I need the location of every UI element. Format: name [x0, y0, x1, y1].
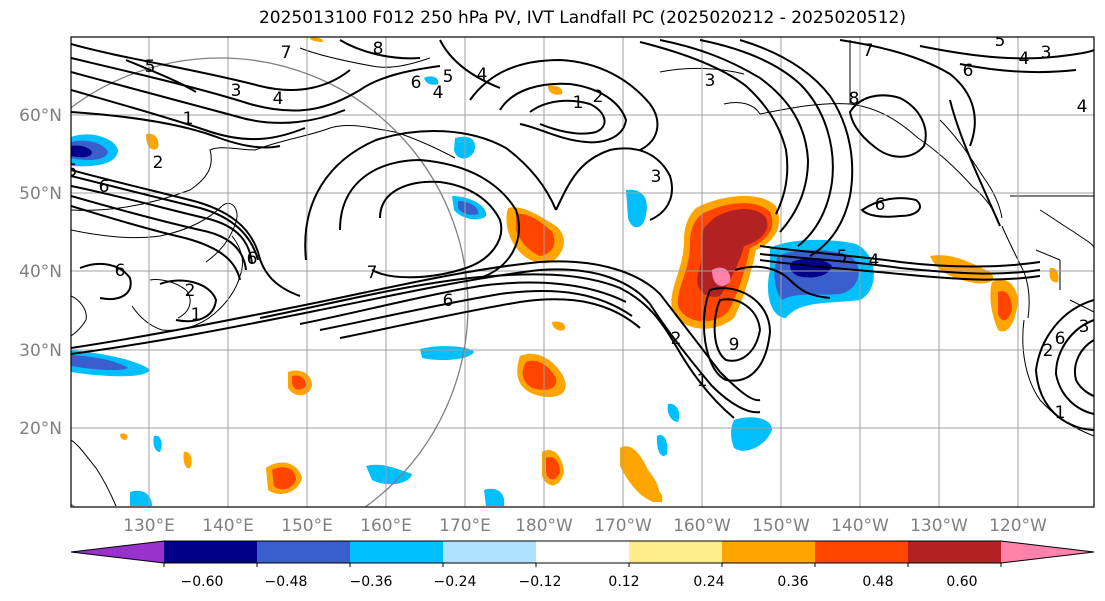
lon-label: 170°E: [439, 516, 491, 536]
latitude-labels: 60°N 50°N 40°N 30°N 20°N: [19, 106, 62, 439]
lat-label: 40°N: [19, 262, 62, 282]
contour-label: 6: [115, 261, 126, 281]
lon-label: 140°E: [202, 516, 254, 536]
region-circle: [71, 57, 469, 507]
contour-labels: 5 3 4 1 2 6 5 8 5 6 4 4 3 2 1 7 5 4 3 6 …: [67, 31, 1090, 423]
positive-anomaly-shading: [120, 37, 1059, 502]
lon-label: 160°E: [360, 516, 412, 536]
contour-label: 1: [573, 93, 584, 113]
contour-label: 6: [411, 73, 422, 93]
colorbar-tick-label: 0.36: [777, 574, 808, 590]
lon-label: 120°W: [989, 516, 1047, 536]
colorbar-segment: [908, 541, 1001, 563]
map-plot-area: 5 3 4 1 2 6 5 8 5 6 4 4 3 2 1 7 5 4 3 6 …: [67, 31, 1094, 507]
contour-label: 7: [367, 263, 378, 283]
contour-label: 6: [963, 61, 974, 81]
colorbar-tick-label: 0.48: [862, 574, 893, 590]
contour-label: 2: [185, 281, 196, 301]
colorbar-segment: [164, 541, 257, 563]
contour-label: 5: [145, 57, 156, 77]
contour-label: 6: [247, 249, 258, 269]
colorbar-tick-label: −0.36: [350, 574, 393, 590]
colorbar-tick-label: 0.60: [946, 574, 977, 590]
contour-label: 1: [1055, 403, 1066, 423]
contour-label: 6: [875, 195, 886, 215]
colorbar-segment: [629, 541, 722, 563]
contour-label: 6: [443, 291, 454, 311]
map-frame: [70, 36, 1095, 508]
colorbar-segment: [536, 541, 629, 563]
contour-label: 5: [443, 67, 454, 87]
colorbar-tick-labels: −0.60 −0.48 −0.36 −0.24 −0.12 0.12 0.24 …: [181, 574, 978, 590]
lon-label: 130°W: [910, 516, 968, 536]
colorbar-tick-label: −0.24: [434, 574, 477, 590]
colorbar-tick-label: 0.24: [693, 574, 724, 590]
lat-label: 60°N: [19, 106, 62, 126]
contour-label: 1: [697, 371, 708, 391]
contour-label: 2: [593, 87, 604, 107]
map-title: 2025013100 F012 250 hPa PV, IVT Landfall…: [258, 8, 906, 28]
lat-label: 20°N: [19, 419, 62, 439]
contour-label: 4: [1077, 97, 1088, 117]
lon-label: 150°E: [281, 516, 333, 536]
colorbar-tick-label: −0.60: [181, 574, 224, 590]
longitude-labels: 130°E 140°E 150°E 160°E 170°E 180°W 170°…: [123, 516, 1047, 536]
lon-label: 150°W: [752, 516, 810, 536]
contour-label: 3: [1079, 317, 1090, 337]
contour-label: 2: [153, 153, 164, 173]
lon-label: 130°E: [123, 516, 175, 536]
lon-label: 140°W: [831, 516, 889, 536]
contour-label: 5: [995, 31, 1006, 51]
contour-label: 4: [1019, 49, 1030, 69]
colorbar-tick-label: −0.48: [265, 574, 308, 590]
contour-label: 6: [99, 177, 110, 197]
contour-label: 1: [183, 109, 194, 129]
contour-label: 3: [705, 71, 716, 91]
contour-label: 3: [231, 81, 242, 101]
contour-label: 4: [433, 83, 444, 103]
lat-label: 50°N: [19, 184, 62, 204]
colorbar-segment: [257, 541, 350, 563]
contour-label: 3: [1041, 43, 1052, 63]
lon-label: 180°W: [515, 516, 573, 536]
contour-label: 4: [869, 251, 880, 271]
contour-label: 4: [273, 89, 284, 109]
lon-label: 160°W: [673, 516, 731, 536]
colorbar-tick-label: 0.12: [608, 574, 639, 590]
contour-label: 4: [477, 65, 488, 85]
contour-label: 5: [67, 161, 78, 181]
contour-label: 7: [863, 41, 874, 61]
contour-label: 2: [671, 329, 682, 349]
contour-label: 9: [729, 335, 740, 355]
contour-label: 6: [1055, 329, 1066, 349]
colorbar-segment: [443, 541, 536, 563]
colorbar-segment: [1001, 541, 1094, 563]
colorbar-segment: [815, 541, 908, 563]
contour-label: 8: [849, 89, 860, 109]
colorbar: −0.60 −0.48 −0.36 −0.24 −0.12 0.12 0.24 …: [70, 540, 1095, 590]
contour-label: 8: [373, 39, 384, 59]
colorbar-segment: [350, 541, 443, 563]
colorbar-segment: [722, 541, 815, 563]
contour-label: 3: [651, 167, 662, 187]
colorbar-segment: [71, 541, 164, 563]
contour-label: 5: [837, 247, 848, 267]
pv-contours: [71, 39, 1094, 431]
colorbar-tick-label: −0.12: [519, 574, 562, 590]
contour-label: 1: [191, 305, 202, 325]
lon-label: 170°W: [594, 516, 652, 536]
contour-label: 7: [281, 43, 292, 63]
lat-label: 30°N: [19, 341, 62, 361]
contour-label: 2: [1043, 341, 1054, 361]
